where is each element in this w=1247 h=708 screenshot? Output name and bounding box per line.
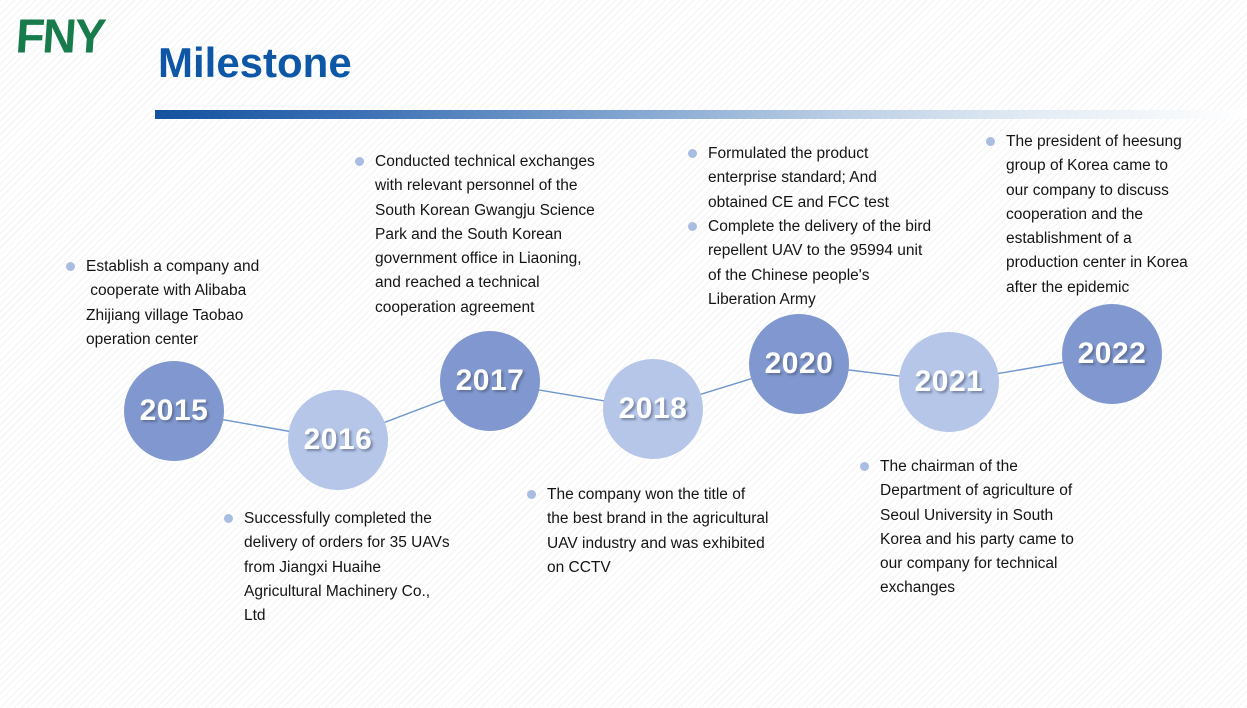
timeline-node-2018: 2018 <box>603 359 703 459</box>
timeline-node-2020: 2020 <box>749 314 849 414</box>
note-2020-delivery: Complete the delivery of the bird repell… <box>688 215 988 312</box>
year-label: 2016 <box>303 423 373 456</box>
note-text: The chairman of the Department of agricu… <box>880 458 1074 597</box>
bullet-icon <box>688 149 697 158</box>
bullet-icon <box>688 222 697 231</box>
bullet-icon <box>355 157 364 166</box>
note-text: Formulated the product enterprise standa… <box>708 145 889 211</box>
timeline-node-2016: 2016 <box>288 390 388 490</box>
note-text: Successfully completed the delivery of o… <box>244 510 450 625</box>
bullet-icon <box>224 514 233 523</box>
note-2021: The chairman of the Department of agricu… <box>860 455 1140 601</box>
timeline-node-2017: 2017 <box>440 331 540 431</box>
timeline-node-2022: 2022 <box>1062 304 1162 404</box>
note-2018: The company won the title of the best br… <box>527 483 827 580</box>
timeline-node-2015: 2015 <box>124 361 224 461</box>
note-text: Conducted technical exchanges with relev… <box>375 153 595 316</box>
year-label: 2015 <box>139 394 209 427</box>
year-label: 2022 <box>1077 337 1147 370</box>
bullet-icon <box>66 262 75 271</box>
note-text: The president of heesung group of Korea … <box>1006 133 1188 296</box>
bullet-icon <box>986 137 995 146</box>
year-label: 2020 <box>764 347 834 380</box>
title-underline-gradient <box>155 110 1247 119</box>
bullet-icon <box>527 490 536 499</box>
page-title: Milestone <box>158 39 352 86</box>
note-2015: Establish a company and cooperate with A… <box>66 255 311 352</box>
timeline-node-2021: 2021 <box>899 332 999 432</box>
year-label: 2021 <box>914 365 984 398</box>
note-2017: Conducted technical exchanges with relev… <box>355 150 655 320</box>
note-text: The company won the title of the best br… <box>547 486 769 576</box>
year-label: 2018 <box>618 392 688 425</box>
note-text: Complete the delivery of the bird repell… <box>708 218 932 308</box>
note-2020-standard: Formulated the product enterprise standa… <box>688 142 988 215</box>
bullet-icon <box>860 462 869 471</box>
note-2016: Successfully completed the delivery of o… <box>224 507 504 628</box>
note-text: Establish a company and cooperate with A… <box>86 258 260 348</box>
note-2022: The president of heesung group of Korea … <box>986 130 1236 300</box>
year-label: 2017 <box>455 364 525 397</box>
